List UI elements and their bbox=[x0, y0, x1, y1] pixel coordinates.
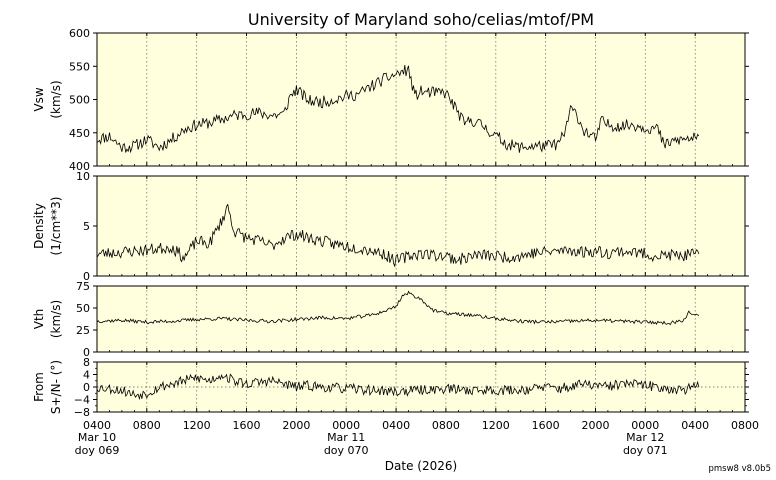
y-axis-label: From bbox=[32, 372, 46, 402]
y-tick-label: 0 bbox=[83, 270, 90, 283]
date-label: Mar 11 bbox=[327, 431, 365, 444]
date-label: doy 070 bbox=[324, 444, 369, 457]
y-tick-label: 25 bbox=[76, 324, 90, 337]
y-axis-label: (1/cm**3) bbox=[49, 197, 63, 256]
x-tick-label: 0800 bbox=[133, 419, 161, 432]
x-axis-label: Date (2026) bbox=[385, 459, 457, 473]
x-tick-label: 0400 bbox=[681, 419, 709, 432]
panel-vth: 0 25 50 75 Vth (km/s) bbox=[32, 280, 749, 359]
y-tick-label: 10 bbox=[76, 170, 90, 183]
y-tick-label: 4 bbox=[83, 369, 90, 382]
y-axis-label: Vsw bbox=[32, 87, 46, 111]
panel-vsw: 400 450 500 550 600 Vsw (km/s) bbox=[32, 27, 749, 173]
y-axis-label: (km/s) bbox=[49, 80, 63, 118]
x-tick-label: 2000 bbox=[282, 419, 310, 432]
y-tick-label: 50 bbox=[76, 302, 90, 315]
panel-background bbox=[97, 176, 745, 276]
y-axis-label: S+/N- (°) bbox=[49, 360, 63, 414]
y-tick-label: 600 bbox=[69, 27, 90, 40]
x-tick-label: 1600 bbox=[233, 419, 261, 432]
y-tick-label: −8 bbox=[74, 406, 90, 419]
y-tick-label: 0 bbox=[83, 381, 90, 394]
x-tick-label: 0000 bbox=[631, 419, 659, 432]
date-label: doy 069 bbox=[75, 444, 120, 457]
y-tick-label: −4 bbox=[74, 394, 90, 407]
data-series-density bbox=[96, 203, 700, 268]
y-tick-label: 550 bbox=[69, 60, 90, 73]
y-tick-label: 5 bbox=[83, 220, 90, 233]
x-tick-label: 0400 bbox=[83, 419, 111, 432]
y-axis-label: Vth bbox=[32, 309, 46, 330]
y-tick-label: 500 bbox=[69, 94, 90, 107]
data-series-from bbox=[96, 373, 700, 401]
y-axis-label: Density bbox=[32, 203, 46, 249]
x-tick-label: 1600 bbox=[532, 419, 560, 432]
data-series-vsw bbox=[96, 65, 700, 154]
y-tick-label: 8 bbox=[83, 356, 90, 369]
version-footer: pmsw8 v8.0b5 bbox=[708, 464, 771, 474]
x-tick-label: 0800 bbox=[432, 419, 460, 432]
panel-background bbox=[97, 286, 745, 352]
y-tick-label: 450 bbox=[69, 127, 90, 140]
x-tick-label: 2000 bbox=[582, 419, 610, 432]
data-series-vth bbox=[96, 290, 700, 326]
x-axis: 0400 0800 1200 1600 2000 0000 0400 0800 1200 1600… bbox=[75, 419, 759, 457]
x-tick-label: 1200 bbox=[183, 419, 211, 432]
y-tick-label: 400 bbox=[69, 160, 90, 173]
chart-title: University of Maryland soho/celias/mtof/… bbox=[248, 10, 594, 29]
x-tick-label: 1200 bbox=[482, 419, 510, 432]
panel-density: 0 5 10 Density (1/cm**3) bbox=[32, 170, 749, 283]
panel-background bbox=[97, 33, 745, 166]
y-tick-label: 0 bbox=[83, 346, 90, 359]
y-axis-label: (km/s) bbox=[49, 300, 63, 338]
date-label: doy 071 bbox=[623, 444, 668, 457]
date-label: Mar 10 bbox=[78, 431, 116, 444]
x-tick-label: 0000 bbox=[332, 419, 360, 432]
x-tick-label: 0800 bbox=[731, 419, 759, 432]
y-tick-label: 75 bbox=[76, 280, 90, 293]
x-tick-label: 0400 bbox=[382, 419, 410, 432]
date-label: Mar 12 bbox=[626, 431, 664, 444]
